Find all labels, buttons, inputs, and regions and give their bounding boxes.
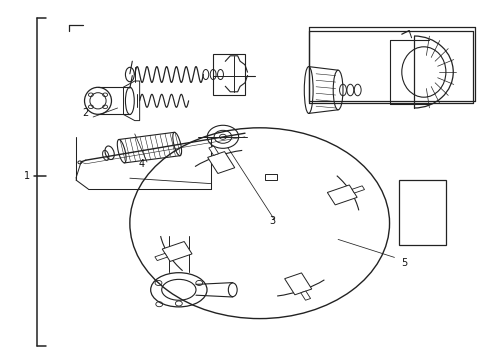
Polygon shape [162, 242, 192, 261]
Text: 5: 5 [401, 258, 407, 268]
Polygon shape [208, 152, 235, 174]
Bar [265, 174, 277, 180]
Text: 1: 1 [24, 171, 30, 181]
Polygon shape [285, 273, 312, 295]
Polygon shape [155, 253, 168, 261]
Polygon shape [352, 186, 365, 193]
Text: 4: 4 [139, 159, 145, 169]
Text: 3: 3 [269, 216, 275, 226]
Polygon shape [301, 291, 311, 300]
Bar [213, 54, 245, 95]
Polygon shape [327, 185, 357, 205]
Polygon shape [209, 146, 219, 156]
Text: 2: 2 [83, 108, 89, 118]
Bar [399, 180, 446, 245]
